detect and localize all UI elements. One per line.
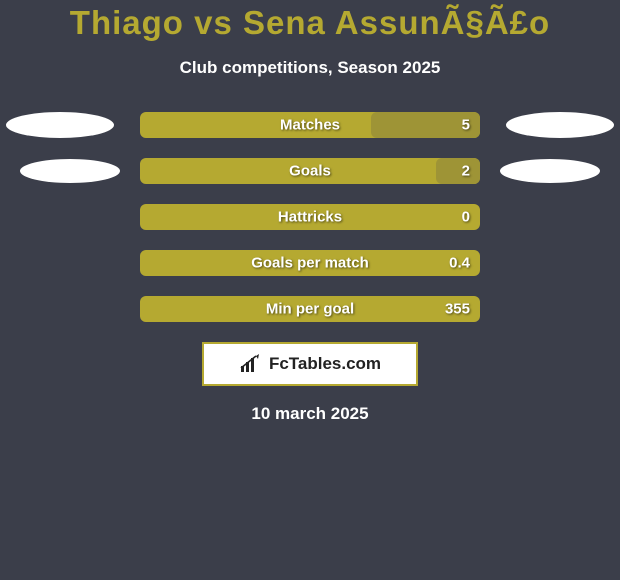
bar-value: 0 <box>462 209 470 226</box>
bar-value: 0.4 <box>449 255 470 272</box>
bar-track: Hattricks 0 <box>140 204 480 230</box>
bar-label: Min per goal <box>266 301 354 318</box>
brand-chart-icon <box>239 354 263 374</box>
bar-label: Goals <box>289 163 331 180</box>
comparison-infographic: Thiago vs Sena AssunÃ§Ã£o Club competiti… <box>0 0 620 580</box>
bar-track: Goals per match 0.4 <box>140 250 480 276</box>
bar-value: 2 <box>462 163 470 180</box>
brand-badge: FcTables.com <box>202 342 418 386</box>
bar-label: Goals per match <box>251 255 369 272</box>
page-title: Thiago vs Sena AssunÃ§Ã£o <box>0 0 620 42</box>
ellipse-right <box>506 112 614 138</box>
brand-text: FcTables.com <box>269 354 381 374</box>
page-subtitle: Club competitions, Season 2025 <box>0 58 620 78</box>
ellipse-left <box>6 112 114 138</box>
bar-fill <box>436 158 480 184</box>
ellipse-left <box>20 159 120 183</box>
footer-date: 10 march 2025 <box>0 404 620 424</box>
stat-row: Matches 5 <box>0 112 620 138</box>
chart-area: Matches 5 Goals 2 Hattricks 0 Goals per match 0… <box>0 112 620 322</box>
ellipse-right <box>500 159 600 183</box>
stat-row: Min per goal 355 <box>0 296 620 322</box>
stat-row: Goals 2 <box>0 158 620 184</box>
bar-track: Goals 2 <box>140 158 480 184</box>
bar-value: 355 <box>445 301 470 318</box>
bar-label: Matches <box>280 117 340 134</box>
stat-row: Goals per match 0.4 <box>0 250 620 276</box>
bar-value: 5 <box>462 117 470 134</box>
stat-row: Hattricks 0 <box>0 204 620 230</box>
bar-track: Matches 5 <box>140 112 480 138</box>
bar-track: Min per goal 355 <box>140 296 480 322</box>
bar-label: Hattricks <box>278 209 342 226</box>
